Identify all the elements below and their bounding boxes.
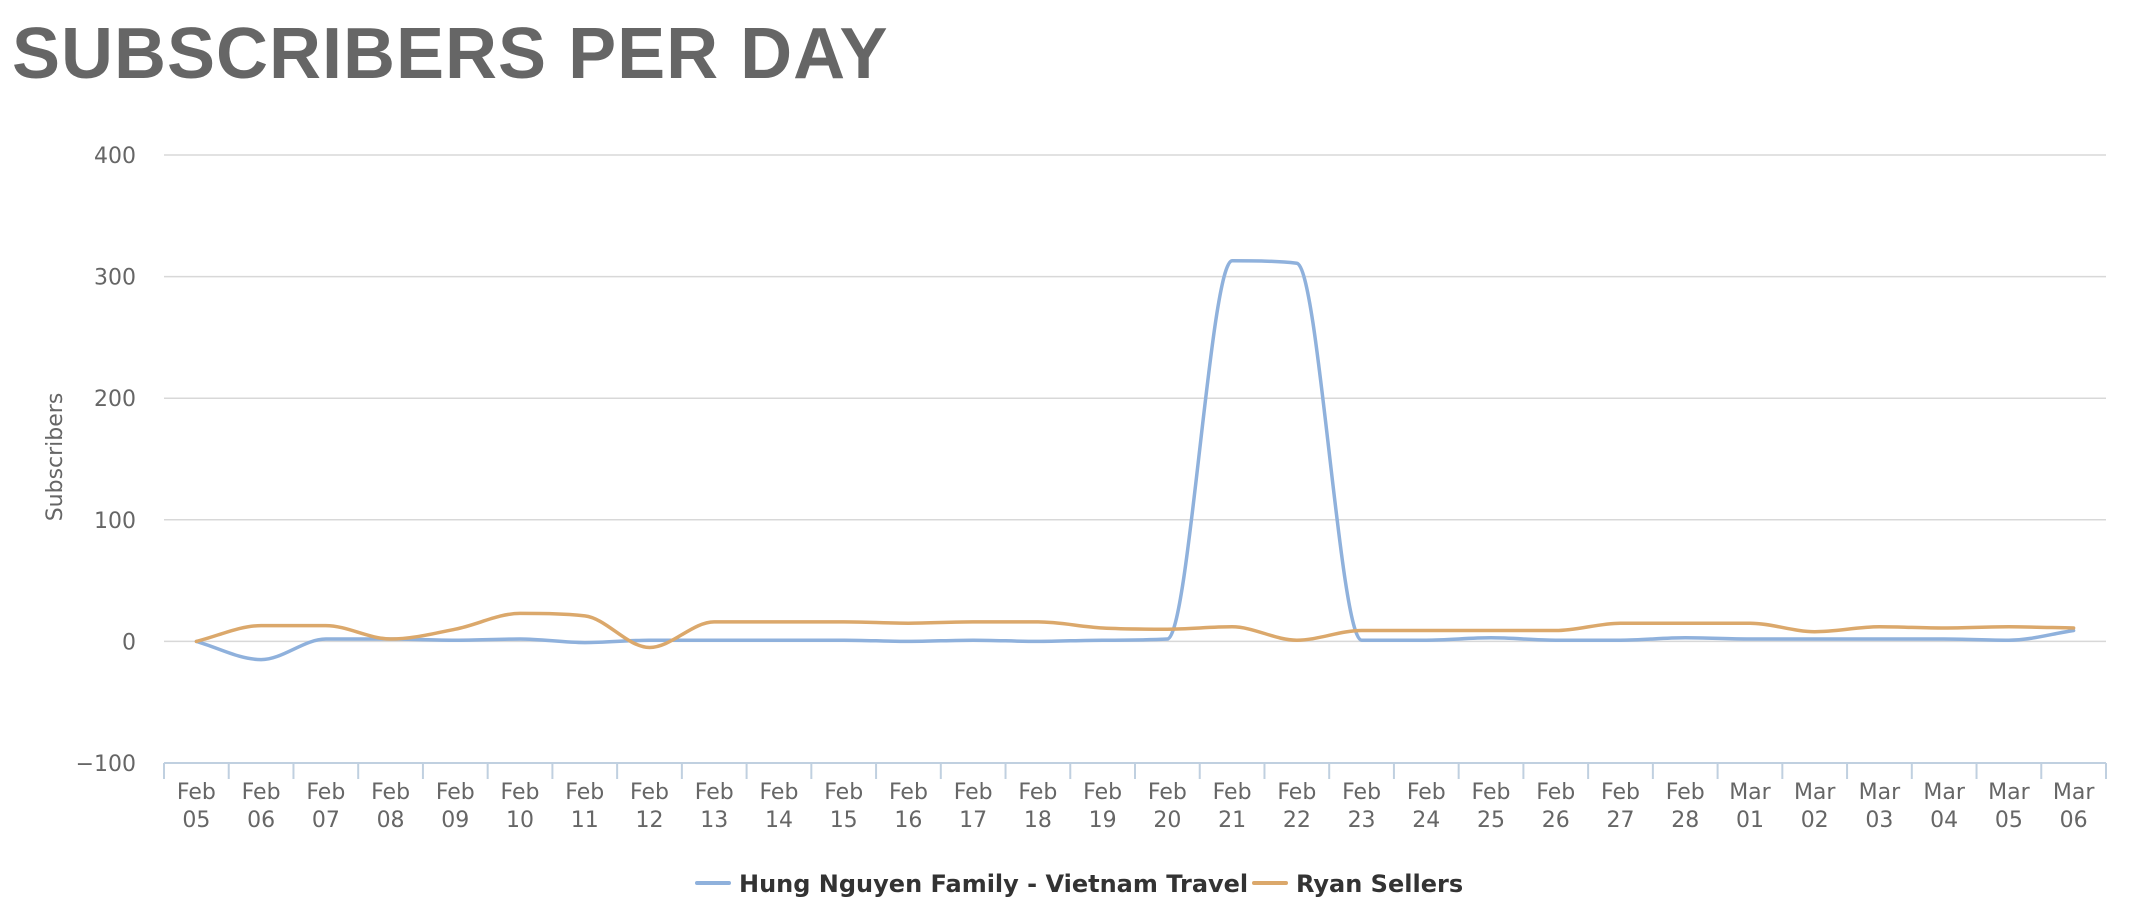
x-tick-label: Feb 10 xyxy=(501,780,540,833)
series-lines xyxy=(194,259,2076,662)
x-tick-label: Feb 13 xyxy=(695,780,734,833)
x-tick-label: Feb 18 xyxy=(1018,780,1057,833)
series-line-1[interactable] xyxy=(194,259,2076,662)
x-tick-label: Feb 23 xyxy=(1342,780,1381,833)
x-tick-label: Feb 07 xyxy=(306,780,345,833)
legend-item-1[interactable]: Hung Nguyen Family - Vietnam Travel xyxy=(695,870,1248,898)
y-tick-label: 0 xyxy=(122,630,136,655)
x-tick-label: Feb 27 xyxy=(1601,780,1640,833)
x-tick-label: Feb 05 xyxy=(177,780,216,833)
x-tick-label: Feb 14 xyxy=(759,780,798,833)
grid-lines xyxy=(164,154,2106,643)
x-tick-label: Feb 20 xyxy=(1148,780,1187,833)
x-tick-label: Feb 25 xyxy=(1472,780,1511,833)
x-tick-label: Feb 19 xyxy=(1083,780,1122,833)
x-tick-label: Mar 02 xyxy=(1794,780,1836,833)
x-axis: Feb 05 Feb 06 Feb 07 Feb 08 Feb 09 Feb 10 Feb 11 Feb 12… xyxy=(163,762,2107,833)
x-tick-label: Feb 11 xyxy=(565,780,604,833)
y-tick-label: 100 xyxy=(94,509,136,534)
y-tick-label: 400 xyxy=(94,144,136,169)
x-tick-label: Feb 17 xyxy=(954,780,993,833)
x-tick-label: Feb 12 xyxy=(630,780,669,833)
y-axis-label: Subscribers xyxy=(43,393,68,522)
y-tick-label: 300 xyxy=(94,266,136,291)
x-tick-label: Feb 22 xyxy=(1277,780,1316,833)
x-tick-label: Feb 15 xyxy=(824,780,863,833)
y-tick-label: −100 xyxy=(76,752,136,777)
y-tick-label: 200 xyxy=(94,387,136,412)
x-tick-label: Feb 28 xyxy=(1666,780,1705,833)
x-tick-label: Mar 01 xyxy=(1729,780,1771,833)
x-tick-label: Feb 26 xyxy=(1536,780,1575,833)
x-tick-label: Feb 21 xyxy=(1213,780,1252,833)
x-tick-label: Feb 08 xyxy=(371,780,410,833)
x-tick-label: Feb 06 xyxy=(242,780,281,833)
x-tick-label: Mar 04 xyxy=(1923,780,1965,833)
x-tick-label: Feb 24 xyxy=(1407,780,1446,833)
x-tick-label: Mar 05 xyxy=(1988,780,2030,833)
legend: Hung Nguyen Family - Vietnam Travel Ryan … xyxy=(695,870,1463,898)
series-line-2[interactable] xyxy=(194,611,2076,650)
x-tick-label: Feb 16 xyxy=(889,780,928,833)
x-tick-label: Mar 03 xyxy=(1859,780,1901,833)
legend-label: Hung Nguyen Family - Vietnam Travel xyxy=(739,870,1248,898)
legend-label: Ryan Sellers xyxy=(1296,870,1463,898)
legend-item-2[interactable]: Ryan Sellers xyxy=(1252,870,1463,898)
y-axis: −100 0 100 200 300 400 xyxy=(76,144,136,777)
x-tick-label: Mar 06 xyxy=(2053,780,2095,833)
x-tick-label: Feb 09 xyxy=(436,780,475,833)
chart-title: SUBSCRIBERS PER DAY xyxy=(12,14,889,94)
